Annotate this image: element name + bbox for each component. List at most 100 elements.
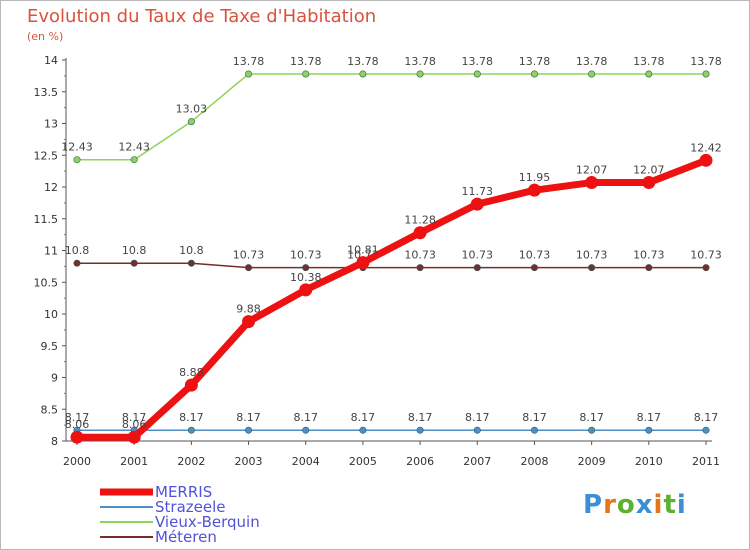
data-point-vieux-berquin: [359, 70, 367, 78]
proxiti-logo: Proxiti: [583, 490, 687, 520]
data-label-méteren: 10.73: [576, 249, 608, 262]
data-point-vieux-berquin: [245, 70, 253, 78]
data-label-strazeele: 8.17: [637, 411, 662, 424]
data-point-merris: [184, 378, 198, 392]
chart-title: Evolution du Taux de Taxe d'Habitation: [27, 6, 377, 27]
data-label-strazeele: 8.17: [408, 411, 433, 424]
y-tick-label: 14: [44, 54, 58, 67]
data-label-strazeele: 8.17: [522, 411, 547, 424]
data-label-vieux-berquin: 13.78: [347, 55, 379, 68]
y-tick-label: 13.5: [34, 86, 59, 99]
data-label-merris: 9.88: [236, 303, 261, 316]
logo-letter: i: [653, 490, 664, 520]
y-tick-label: 9: [51, 372, 58, 385]
x-tick-label: 2006: [406, 455, 434, 468]
data-label-méteren: 10.73: [690, 249, 722, 262]
logo-letter: P: [583, 490, 604, 520]
data-label-merris: 8.88: [179, 366, 204, 379]
data-label-méteren: 10.73: [233, 249, 265, 262]
data-point-merris: [585, 176, 599, 190]
data-label-vieux-berquin: 13.78: [404, 55, 436, 68]
data-label-strazeele: 8.17: [351, 411, 376, 424]
y-tick-label: 9.5: [41, 340, 59, 353]
legend-label: MERRIS: [155, 483, 212, 501]
data-label-vieux-berquin: 13.78: [633, 55, 665, 68]
data-point-méteren: [130, 259, 138, 267]
x-tick-label: 2005: [349, 455, 377, 468]
data-label-vieux-berquin: 13.78: [290, 55, 322, 68]
y-tick-label: 11.5: [34, 213, 59, 226]
logo-letter: i: [676, 490, 687, 520]
data-point-méteren: [530, 264, 538, 272]
data-label-strazeele: 8.17: [694, 411, 719, 424]
data-point-merris: [70, 430, 84, 444]
data-label-vieux-berquin: 13.78: [576, 55, 608, 68]
data-label-merris: 10.81: [347, 244, 379, 257]
x-tick-label: 2001: [120, 455, 148, 468]
data-point-merris: [527, 183, 541, 197]
data-label-méteren: 10.73: [462, 249, 494, 262]
y-tick-label: 12.5: [34, 149, 59, 162]
data-label-méteren: 10.8: [65, 244, 90, 257]
data-point-merris: [642, 176, 656, 190]
legend-label: Strazeele: [155, 498, 226, 516]
legend-label: Méteren: [155, 528, 217, 546]
data-point-méteren: [187, 259, 195, 267]
x-tick-label: 2004: [292, 455, 320, 468]
data-label-méteren: 10.73: [519, 249, 551, 262]
data-point-strazeele: [473, 426, 481, 434]
series-line-méteren: [76, 262, 707, 269]
data-point-vieux-berquin: [416, 70, 424, 78]
data-point-strazeele: [530, 426, 538, 434]
data-label-merris: 10.38: [290, 271, 322, 284]
data-label-merris: 8.06: [65, 418, 90, 431]
data-label-strazeele: 8.17: [293, 411, 318, 424]
data-point-méteren: [588, 264, 596, 272]
data-point-strazeele: [302, 426, 310, 434]
data-label-méteren: 10.73: [633, 249, 665, 262]
data-label-strazeele: 8.17: [122, 411, 147, 424]
x-tick-label: 2011: [692, 455, 720, 468]
y-tick-label: 8: [51, 435, 58, 448]
y-tick-label: 10.5: [34, 276, 59, 289]
data-point-méteren: [245, 264, 253, 272]
data-label-merris: 11.28: [404, 214, 436, 227]
data-label-méteren: 10.8: [179, 244, 204, 257]
x-tick-label: 2000: [63, 455, 91, 468]
data-point-strazeele: [588, 426, 596, 434]
data-point-strazeele: [702, 426, 710, 434]
data-label-vieux-berquin: 13.78: [233, 55, 265, 68]
data-label-strazeele: 8.17: [579, 411, 604, 424]
data-point-strazeele: [187, 426, 195, 434]
x-tick-label: 2007: [463, 455, 491, 468]
data-label-strazeele: 8.17: [465, 411, 490, 424]
data-point-méteren: [702, 264, 710, 272]
data-point-strazeele: [359, 426, 367, 434]
data-point-méteren: [73, 259, 81, 267]
data-point-méteren: [416, 264, 424, 272]
data-label-merris: 12.07: [633, 164, 665, 177]
legend-label: Vieux-Berquin: [155, 513, 260, 531]
data-point-méteren: [302, 264, 310, 272]
data-label-vieux-berquin: 13.78: [690, 55, 722, 68]
x-tick-label: 2003: [235, 455, 263, 468]
logo-letter: x: [635, 490, 654, 520]
data-point-merris: [127, 430, 141, 444]
data-point-vieux-berquin: [73, 156, 81, 164]
data-point-strazeele: [645, 426, 653, 434]
data-label-vieux-berquin: 12.43: [61, 141, 93, 154]
data-point-vieux-berquin: [130, 156, 138, 164]
y-tick-label: 8.5: [41, 403, 59, 416]
data-point-merris: [299, 283, 313, 297]
data-point-strazeele: [245, 426, 253, 434]
data-label-strazeele: 8.17: [179, 411, 204, 424]
x-tick-label: 2008: [520, 455, 548, 468]
data-point-vieux-berquin: [187, 118, 195, 126]
y-tick-label: 11: [44, 245, 58, 258]
data-point-vieux-berquin: [530, 70, 538, 78]
data-point-vieux-berquin: [302, 70, 310, 78]
data-point-merris: [356, 256, 370, 270]
data-label-merris: 12.42: [690, 141, 722, 154]
